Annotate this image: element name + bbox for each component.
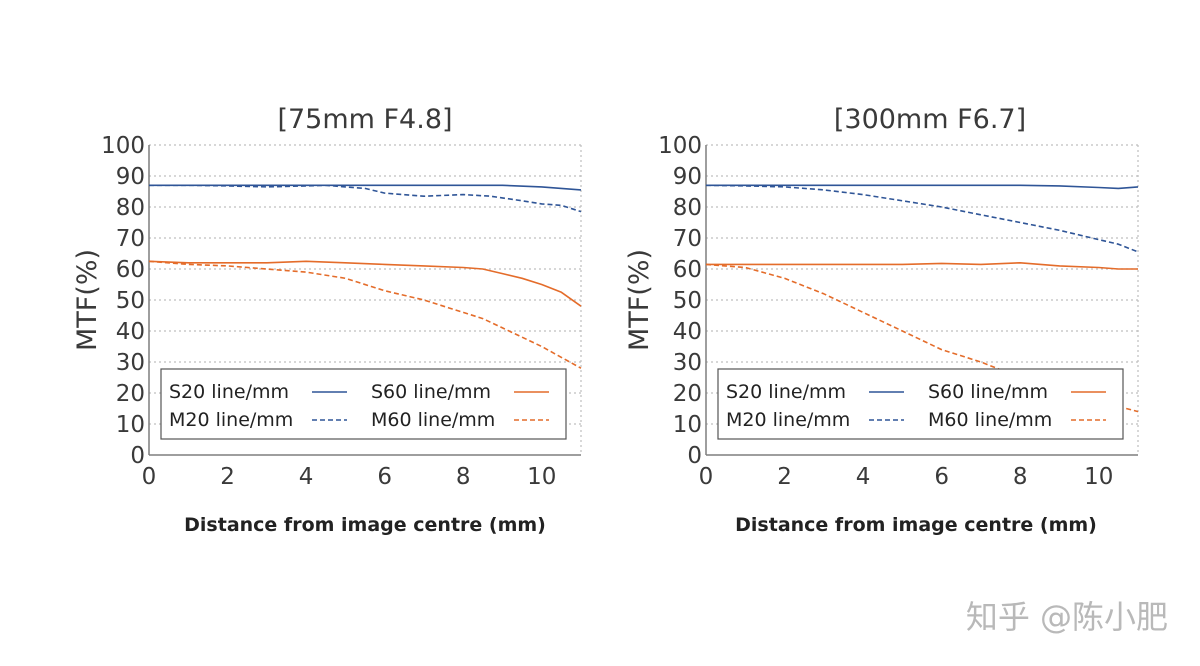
y-tick-label: 100 — [101, 133, 145, 159]
chart-300mm: [300mm F6.7] 0 10 20 30 40 50 60 70 80 90 100 0 2 4 6 8 1… — [624, 104, 1139, 536]
series-line-s60 — [148, 260, 582, 307]
y-tick-label: 0 — [130, 443, 145, 469]
y-tick-label: 80 — [673, 195, 702, 221]
series-line-s60 — [706, 261, 1138, 270]
legend-label-s20: S20 line/mm — [726, 381, 846, 403]
x-axis-label: Distance from image centre (mm) — [735, 514, 1097, 536]
legend-label-m60: M60 line/mm — [928, 409, 1052, 431]
series-line-s20 — [149, 184, 582, 191]
y-tick-label: 100 — [658, 133, 702, 159]
x-axis-label: Distance from image centre (mm) — [184, 514, 546, 536]
x-tick-label: 0 — [699, 464, 714, 490]
series-line-m20 — [149, 184, 582, 213]
legend-label-s60: S60 line/mm — [371, 381, 491, 403]
x-tick-label: 4 — [299, 464, 314, 490]
series-line-s20 — [706, 184, 1139, 190]
x-tick-label: 10 — [1084, 464, 1113, 490]
y-tick-label: 50 — [673, 288, 702, 314]
legend-label-m20: M20 line/mm — [169, 409, 293, 431]
y-tick-label: 80 — [116, 195, 145, 221]
y-tick-label: 0 — [687, 443, 702, 469]
legend-label-m60: M60 line/mm — [371, 409, 495, 431]
x-tick-label: 4 — [856, 464, 871, 490]
x-tick-label: 0 — [142, 464, 157, 490]
x-tick-label: 8 — [456, 464, 471, 490]
watermark: 知乎 @陈小肥 — [966, 598, 1168, 636]
series-line-m60 — [148, 260, 582, 369]
x-tick-label: 2 — [220, 464, 235, 490]
x-tick-label: 10 — [527, 464, 556, 490]
legend-label-s60: S60 line/mm — [928, 381, 1048, 403]
series-line-m20 — [705, 184, 1139, 253]
chart-title: [300mm F6.7] — [834, 104, 1026, 135]
y-axis-label: MTF(%) — [624, 249, 655, 351]
y-tick-label: 70 — [673, 226, 702, 252]
chart-75mm: [75mm F4.8] 0 10 20 30 40 50 60 70 80 90 100 0 2 4 6 8 10… — [72, 104, 582, 536]
series-line-m60 — [1125, 407, 1139, 413]
y-tick-label: 30 — [116, 350, 145, 376]
y-tick-label: 90 — [116, 164, 145, 190]
y-tick-label: 40 — [116, 319, 145, 345]
series-line-m60 — [705, 263, 1005, 373]
x-tick-label: 2 — [777, 464, 792, 490]
y-tick-label: 70 — [116, 226, 145, 252]
y-tick-label: 10 — [673, 412, 702, 438]
legend-label-s20: S20 line/mm — [169, 381, 289, 403]
y-tick-label: 40 — [673, 319, 702, 345]
chart-title: [75mm F4.8] — [277, 104, 452, 135]
legend-box — [717, 368, 1124, 440]
y-axis-label: MTF(%) — [72, 249, 103, 351]
x-tick-label: 6 — [377, 464, 392, 490]
y-tick-label: 10 — [116, 412, 145, 438]
y-tick-label: 60 — [116, 257, 145, 283]
y-tick-label: 60 — [673, 257, 702, 283]
x-tick-label: 6 — [934, 464, 949, 490]
y-tick-label: 20 — [116, 381, 145, 407]
legend-box — [160, 368, 567, 440]
x-tick-label: 8 — [1013, 464, 1028, 490]
legend-label-m20: M20 line/mm — [726, 409, 850, 431]
y-tick-label: 90 — [673, 164, 702, 190]
y-tick-label: 50 — [116, 288, 145, 314]
y-tick-label: 30 — [673, 350, 702, 376]
y-tick-label: 20 — [673, 381, 702, 407]
